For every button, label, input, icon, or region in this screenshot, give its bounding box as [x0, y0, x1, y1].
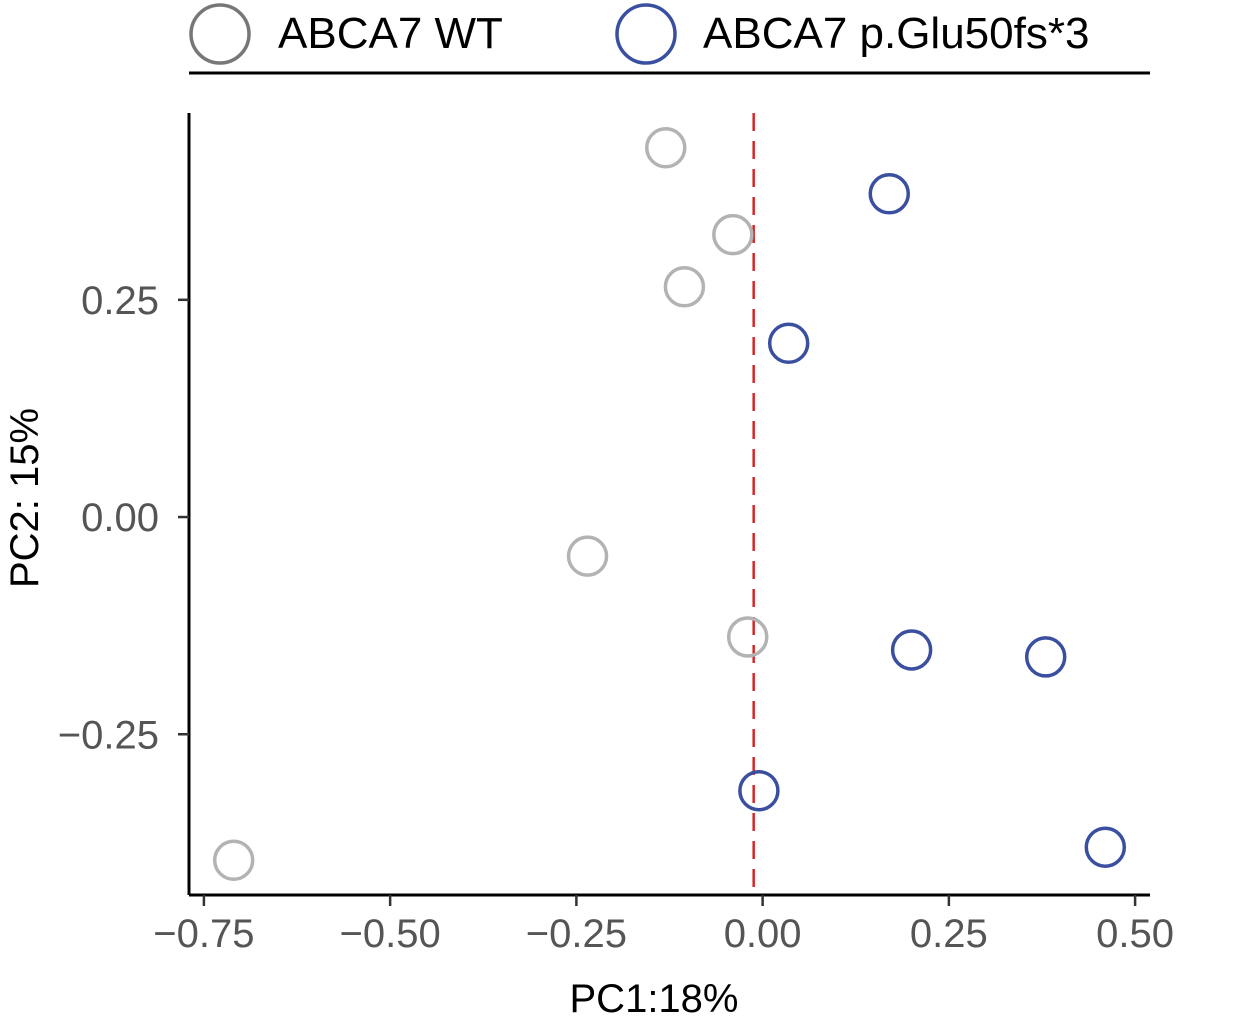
legend-label-series-2: ABCA7 p.Glu50fs*3	[703, 9, 1089, 58]
data-point-series-1	[663, 266, 706, 308]
x-tick-label: −0.25	[526, 912, 627, 956]
data-point-series-2	[767, 322, 810, 365]
x-tick-label: −0.50	[340, 912, 441, 956]
y-tick-label: 0.25	[81, 279, 159, 323]
plot-area	[212, 113, 1127, 895]
x-axis-title: PC1:18%	[570, 977, 739, 1021]
legend-label-series-1: ABCA7 WT	[278, 9, 503, 58]
y-tick-label: −0.25	[58, 713, 159, 757]
axes: −0.75 −0.50 −0.25 0.00 0.25 0.50 0.25 0.00 −0.25	[58, 113, 1174, 956]
y-tick-label: 0.00	[81, 496, 159, 540]
data-point-series-2	[868, 173, 911, 215]
data-point-series-1	[645, 127, 687, 169]
data-point-series-2	[738, 769, 780, 812]
data-point-series-2	[1024, 636, 1067, 678]
y-axis-title: PC2: 15%	[3, 408, 47, 588]
x-tick-label: 0.25	[910, 912, 988, 956]
data-point-series-2	[1084, 826, 1127, 868]
legend-marker-series-2	[615, 3, 677, 65]
x-tick-label: 0.00	[724, 912, 802, 956]
legend-marker-series-1	[189, 3, 251, 65]
data-point-series-1	[566, 535, 609, 577]
x-tick-label: −0.75	[153, 912, 254, 956]
data-point-series-1	[712, 213, 754, 256]
legend: ABCA7 WT ABCA7 p.Glu50fs*3	[189, 3, 1150, 75]
x-tick-label: 0.50	[1096, 912, 1174, 956]
data-point-series-1	[212, 839, 255, 881]
data-point-series-2	[890, 629, 933, 671]
data-point-series-1	[726, 616, 769, 658]
